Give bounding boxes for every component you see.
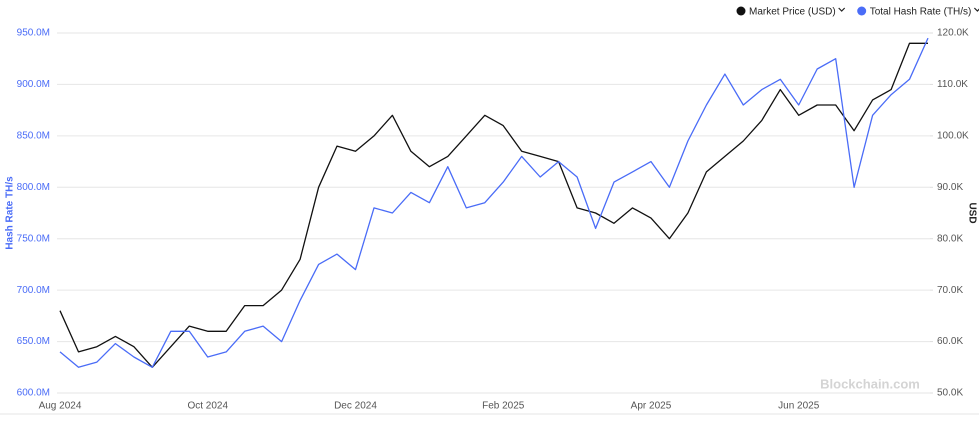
y-tick-label: 900.0M <box>17 79 50 90</box>
legend-item[interactable]: Total Hash Rate (TH/s) <box>857 6 979 18</box>
y2-tick-label: 60.0K <box>937 336 963 347</box>
y-tick-label: 650.0M <box>17 336 50 347</box>
y2-tick-label: 80.0K <box>937 233 963 244</box>
x-tick-label: Aug 2024 <box>39 401 82 412</box>
legend-label: Market Price (USD) <box>749 7 836 18</box>
legend-chevron <box>838 7 846 12</box>
y2-tick-label: 90.0K <box>937 182 963 193</box>
x-tick-label: Oct 2024 <box>187 401 228 412</box>
y2-tick-label: 110.0K <box>937 79 968 90</box>
y2-tick-label: 70.0K <box>937 285 963 296</box>
y-tick-label: 600.0M <box>17 388 50 399</box>
legend-label: Total Hash Rate (TH/s) <box>870 7 972 18</box>
y2-axis-title: USD <box>966 202 977 223</box>
y2-tick-label: 100.0K <box>937 130 969 141</box>
legend-swatch <box>736 6 746 16</box>
y-axis-title: Hash Rate TH/s <box>5 176 16 250</box>
x-tick-label: Apr 2025 <box>631 401 672 412</box>
watermark: Blockchain.com <box>820 376 920 391</box>
x-tick-label: Feb 2025 <box>482 401 525 412</box>
series-line <box>59 37 929 368</box>
y-tick-label: 750.0M <box>17 233 50 244</box>
series-line <box>59 42 928 368</box>
y-tick-label: 850.0M <box>17 130 50 141</box>
y-tick-label: 950.0M <box>17 28 50 39</box>
y-tick-label: 800.0M <box>17 182 50 193</box>
legend-chevron <box>973 7 979 12</box>
y-tick-label: 700.0M <box>17 285 50 296</box>
y2-tick-label: 120.0K <box>937 28 969 39</box>
legend-item[interactable]: Market Price (USD) <box>736 6 846 18</box>
y2-tick-label: 50.0K <box>937 388 963 399</box>
x-tick-label: Jun 2025 <box>778 401 820 412</box>
x-tick-label: Dec 2024 <box>334 401 377 412</box>
legend-swatch <box>857 6 867 16</box>
